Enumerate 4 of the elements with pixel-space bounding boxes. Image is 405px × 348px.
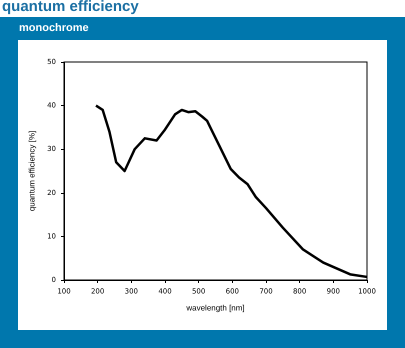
chart-subtitle: monochrome	[19, 22, 89, 34]
y-axis-title: quantum efficiency [%]	[28, 130, 37, 212]
x-axis-title: wavelength [nm]	[185, 304, 245, 312]
chart-title: quantum efficiency	[2, 0, 139, 15]
